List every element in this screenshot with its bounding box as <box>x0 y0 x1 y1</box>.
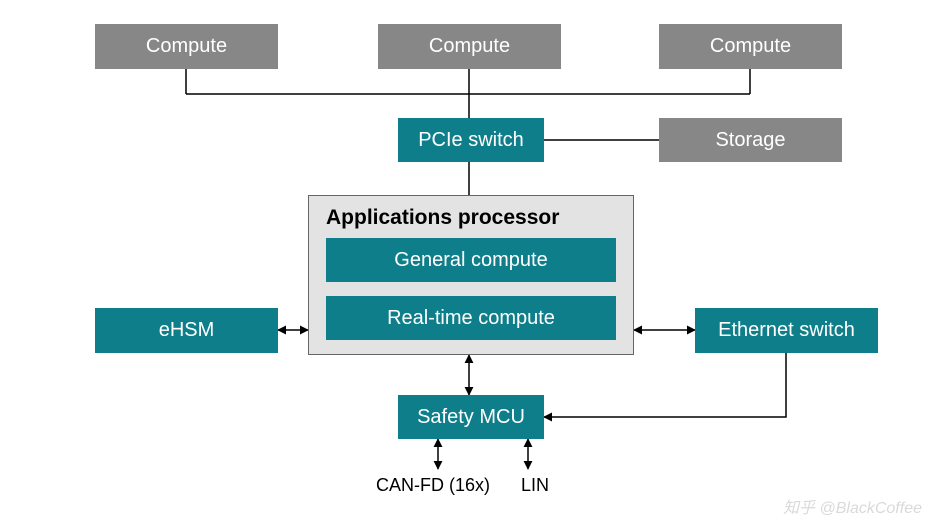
node-label: Safety MCU <box>417 406 525 429</box>
real-time-compute-node: Real-time compute <box>326 296 616 340</box>
applications-processor-title: Applications processor <box>326 206 559 230</box>
general-compute-node: General compute <box>326 238 616 282</box>
edge-safety-eth <box>544 353 786 417</box>
node-label: Real-time compute <box>387 307 555 330</box>
node-label: Compute <box>429 35 510 58</box>
ethernet-switch-node: Ethernet switch <box>695 308 878 353</box>
node-label: Ethernet switch <box>718 319 855 342</box>
lin-label: LIN <box>521 475 549 496</box>
storage-node: Storage <box>659 118 842 162</box>
watermark: 知乎 @BlackCoffee <box>783 494 922 518</box>
pcie-switch-node: PCIe switch <box>398 118 544 162</box>
node-label: Compute <box>710 35 791 58</box>
compute-node-3: Compute <box>659 24 842 69</box>
node-label: Storage <box>715 129 785 152</box>
node-label: eHSM <box>159 319 215 342</box>
compute-node-2: Compute <box>378 24 561 69</box>
ehsm-node: eHSM <box>95 308 278 353</box>
node-label: PCIe switch <box>418 129 524 152</box>
node-label: Compute <box>146 35 227 58</box>
safety-mcu-node: Safety MCU <box>398 395 544 439</box>
compute-node-1: Compute <box>95 24 278 69</box>
node-label: General compute <box>394 249 547 272</box>
canfd-label: CAN-FD (16x) <box>376 475 490 496</box>
